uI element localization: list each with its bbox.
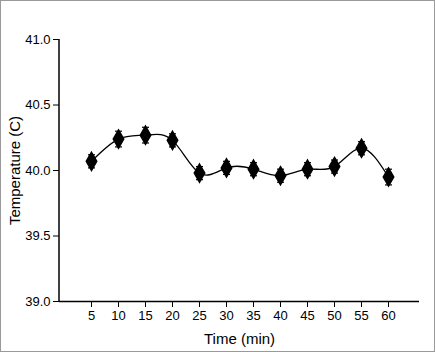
svg-text:39.0: 39.0 <box>25 294 50 309</box>
svg-text:50: 50 <box>327 308 341 323</box>
svg-text:15: 15 <box>138 308 152 323</box>
svg-text:Temperature (C): Temperature (C) <box>6 116 23 225</box>
svg-text:40.0: 40.0 <box>25 163 50 178</box>
svg-text:30: 30 <box>219 308 233 323</box>
svg-text:Time (min): Time (min) <box>204 330 275 347</box>
svg-text:40: 40 <box>273 308 287 323</box>
svg-text:25: 25 <box>192 308 206 323</box>
svg-text:41.0: 41.0 <box>25 32 50 47</box>
svg-text:20: 20 <box>165 308 179 323</box>
svg-text:40.5: 40.5 <box>25 97 50 112</box>
svg-text:5: 5 <box>88 308 95 323</box>
svg-text:45: 45 <box>300 308 314 323</box>
svg-text:10: 10 <box>111 308 125 323</box>
svg-text:55: 55 <box>354 308 368 323</box>
svg-text:60: 60 <box>381 308 395 323</box>
svg-text:39.5: 39.5 <box>25 228 50 243</box>
svg-text:35: 35 <box>246 308 260 323</box>
